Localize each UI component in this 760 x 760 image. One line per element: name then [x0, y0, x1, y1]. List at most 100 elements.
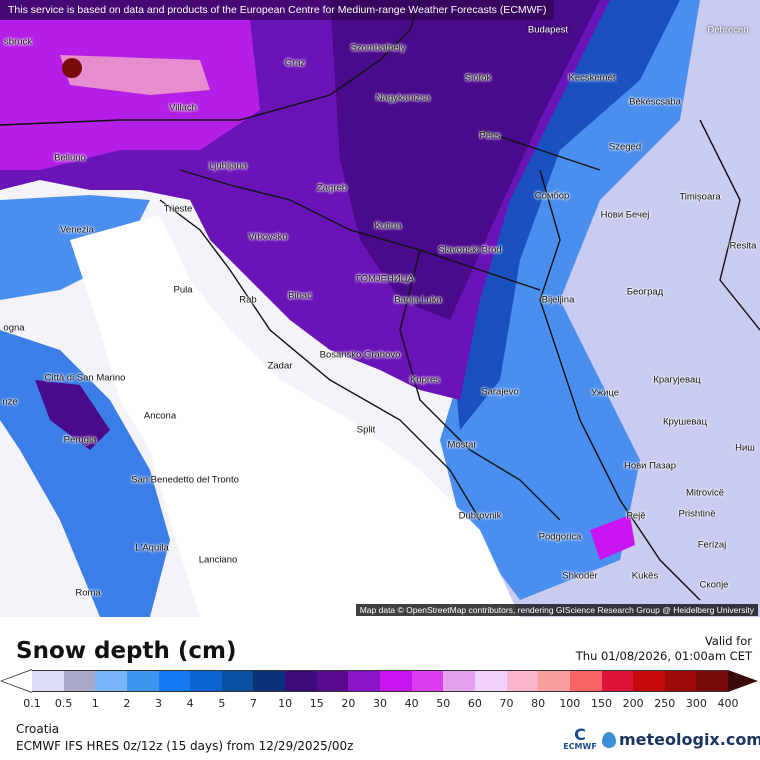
city-label: Zadar	[267, 360, 293, 372]
legend-arrow-left	[2, 670, 32, 692]
city-label: Ужице	[591, 387, 619, 399]
scale-tick-label: 250	[654, 697, 676, 710]
city-label: Kecskemét	[568, 72, 616, 84]
color-swatch	[221, 671, 254, 691]
snow-area-red	[62, 58, 82, 78]
color-swatch	[316, 671, 349, 691]
color-swatch	[506, 671, 539, 691]
valid-label: Valid for	[704, 634, 752, 648]
adriatic-sea	[70, 215, 520, 617]
map-attribution: Map data © OpenStreetMap contributors, r…	[355, 604, 758, 616]
scale-tick-label: 5	[218, 697, 226, 710]
legend-arrow-right	[728, 670, 758, 692]
color-swatch	[601, 671, 634, 691]
city-label: Kupres	[409, 374, 441, 386]
scale-tick-label: 150	[590, 697, 612, 710]
city-label: Szombathely	[350, 42, 406, 54]
color-swatch	[348, 671, 381, 691]
city-label: Pula	[173, 284, 193, 296]
city-label: Ancona	[143, 410, 177, 422]
color-swatch	[32, 671, 64, 691]
city-label: Villach	[169, 102, 197, 114]
droplet-icon	[602, 731, 616, 748]
valid-time-value: Thu 01/08/2026, 01:00am CET	[575, 649, 752, 663]
city-label: Szeged	[608, 141, 642, 153]
color-swatch	[411, 671, 444, 691]
snow-area-pink	[60, 55, 210, 95]
scale-tick-label: 60	[467, 697, 482, 710]
snow-area-darkblue	[450, 0, 680, 430]
color-swatch	[380, 671, 412, 691]
city-label: Trieste	[163, 203, 193, 215]
city-label: Сомбор	[534, 190, 570, 202]
scale-tick-label: 7	[249, 697, 257, 710]
city-label: Mostar	[447, 439, 477, 451]
model-info: ECMWF IFS HRES 0z/12z (15 days) from 12/…	[16, 739, 354, 753]
city-label: Podgorica	[538, 531, 582, 543]
scale-tick-label: 2	[123, 697, 131, 710]
city-label: Lanciano	[198, 554, 238, 566]
city-label: Debrecen	[707, 24, 749, 36]
city-label: Nagykanizsa	[375, 92, 431, 104]
valid-time: Valid for Thu 01/08/2026, 01:00am CET	[576, 634, 752, 664]
city-label: Siófok	[464, 72, 492, 84]
city-label: Београд	[626, 286, 664, 298]
snow-area-blue	[440, 0, 700, 600]
city-label: Bijeljina	[541, 294, 575, 306]
scale-tick-label: 30	[373, 697, 387, 710]
city-label: Нови Бечеј	[600, 209, 650, 221]
scale-tick-label: 0.5	[54, 697, 73, 710]
city-label: Shkodër	[562, 570, 598, 582]
city-label: Скопје	[699, 579, 729, 591]
city-label: Нови Пазар	[623, 460, 677, 472]
scale-tick-label: 1	[91, 697, 99, 710]
ecmwf-notice-banner: This service is based on data and produc…	[0, 0, 555, 20]
city-label: Banja Luka	[394, 294, 442, 306]
city-label: Belluno	[54, 152, 86, 164]
city-label: Bosansko Grahovo	[319, 349, 401, 361]
city-label: Rab	[239, 294, 257, 306]
city-label: Békéscsaba	[629, 96, 681, 108]
scale-tick-label: 0.1	[23, 697, 41, 710]
scale-tick-label: 40	[404, 697, 419, 710]
scale-tick-label: 50	[436, 697, 451, 710]
color-scale-bar	[32, 670, 729, 692]
color-swatch	[63, 671, 96, 691]
scale-tick-label: 10	[278, 697, 293, 710]
color-swatch	[126, 671, 159, 691]
color-swatch	[190, 671, 222, 691]
city-label: nze	[2, 396, 18, 408]
city-label: Pécs	[479, 130, 501, 142]
city-label: Крагујевац	[653, 374, 701, 386]
city-label: L'Aquila	[135, 542, 169, 554]
city-label: Kukës	[631, 570, 659, 582]
city-label: Venezia	[60, 224, 94, 236]
city-label: Bihać	[288, 290, 312, 302]
scale-tick-label: 70	[499, 697, 514, 710]
city-label: Resita	[729, 240, 757, 252]
city-label: Sarajevo	[481, 386, 519, 398]
city-label: Dubrovnik	[458, 510, 502, 522]
city-label: Graz	[284, 57, 306, 69]
snow-area-sanmarino	[35, 380, 110, 450]
city-label: Pejë	[626, 510, 646, 522]
city-label: Zagreb	[316, 182, 348, 194]
meteologix-logo[interactable]: meteologix.com	[602, 730, 760, 749]
city-label: Città di San Marino	[44, 372, 126, 384]
city-label: Ferizaj	[697, 539, 727, 551]
city-label: Budapest	[527, 24, 569, 36]
legend-title: Snow depth (cm)	[16, 638, 237, 664]
city-label: Perugia	[63, 434, 97, 446]
scale-tick-label: 20	[341, 697, 356, 710]
scale-tick-label: 15	[309, 697, 324, 710]
city-label: Slavonski Brod	[438, 244, 502, 256]
color-swatch	[443, 671, 475, 691]
snow-area-italy-purple	[0, 330, 170, 617]
scale-tick-label: 300	[685, 697, 707, 710]
montenegro-hotspot	[590, 515, 635, 560]
color-swatch	[696, 671, 729, 691]
snow-depth-map[interactable]: This service is based on data and produc…	[0, 0, 760, 617]
scale-tick-label: 3	[155, 697, 163, 710]
city-label: sbruck	[4, 36, 32, 48]
city-label: Ниш	[735, 442, 755, 454]
